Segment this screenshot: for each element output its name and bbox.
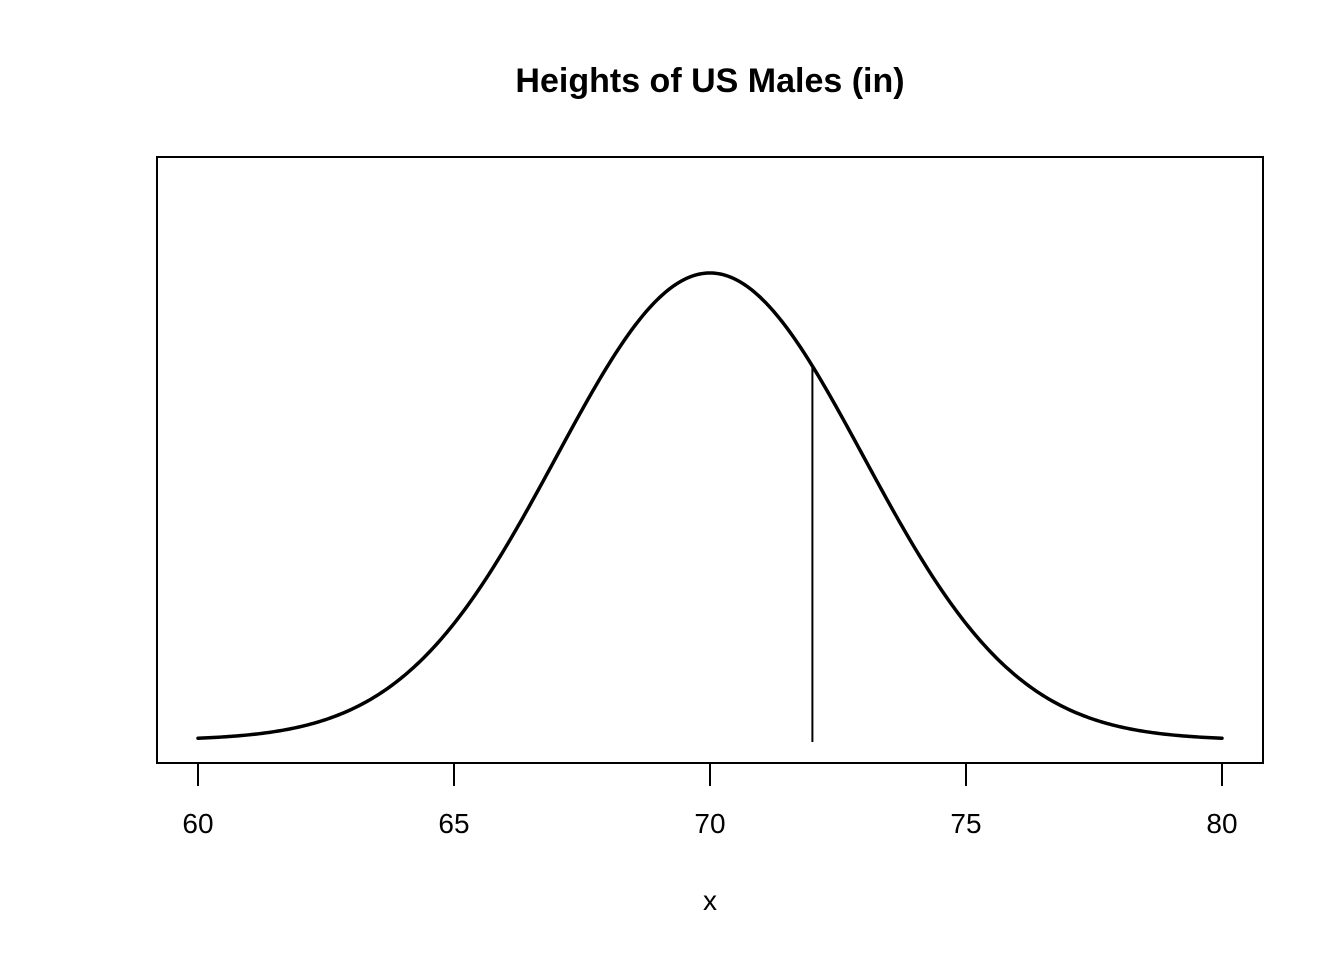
x-tick-label: 65 [438, 808, 469, 839]
x-tick-label: 60 [182, 808, 213, 839]
x-tick-label: 80 [1206, 808, 1237, 839]
plot-frame [156, 156, 1264, 764]
density-curve-group [196, 271, 1224, 740]
x-axis-label: x [703, 885, 717, 916]
x-tick-label: 75 [950, 808, 981, 839]
x-axis: 60 65 70 75 80 [182, 762, 1238, 839]
density-curve [196, 271, 1224, 740]
x-tick-label: 70 [694, 808, 725, 839]
chart-title: Heights of US Males (in) [515, 62, 904, 100]
